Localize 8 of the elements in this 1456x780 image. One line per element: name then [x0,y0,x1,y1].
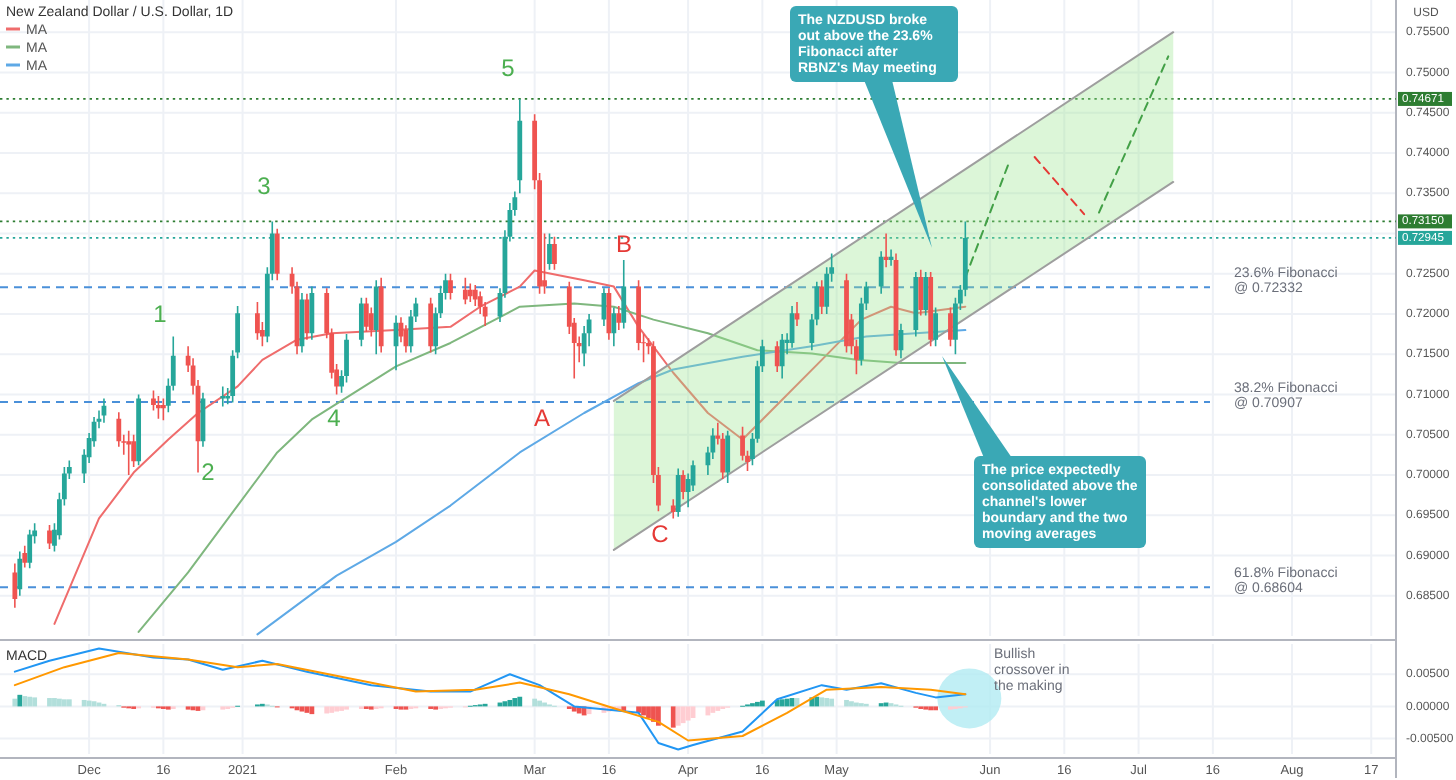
annotation: 5 [501,54,516,83]
annotation: 4 [327,404,342,433]
annotation: A [533,404,551,433]
annotation: 3 [257,172,272,201]
annotation: C [651,520,670,549]
annotation: B [615,230,633,259]
annotation: 2 [201,458,216,487]
annotation: 1 [153,300,168,329]
